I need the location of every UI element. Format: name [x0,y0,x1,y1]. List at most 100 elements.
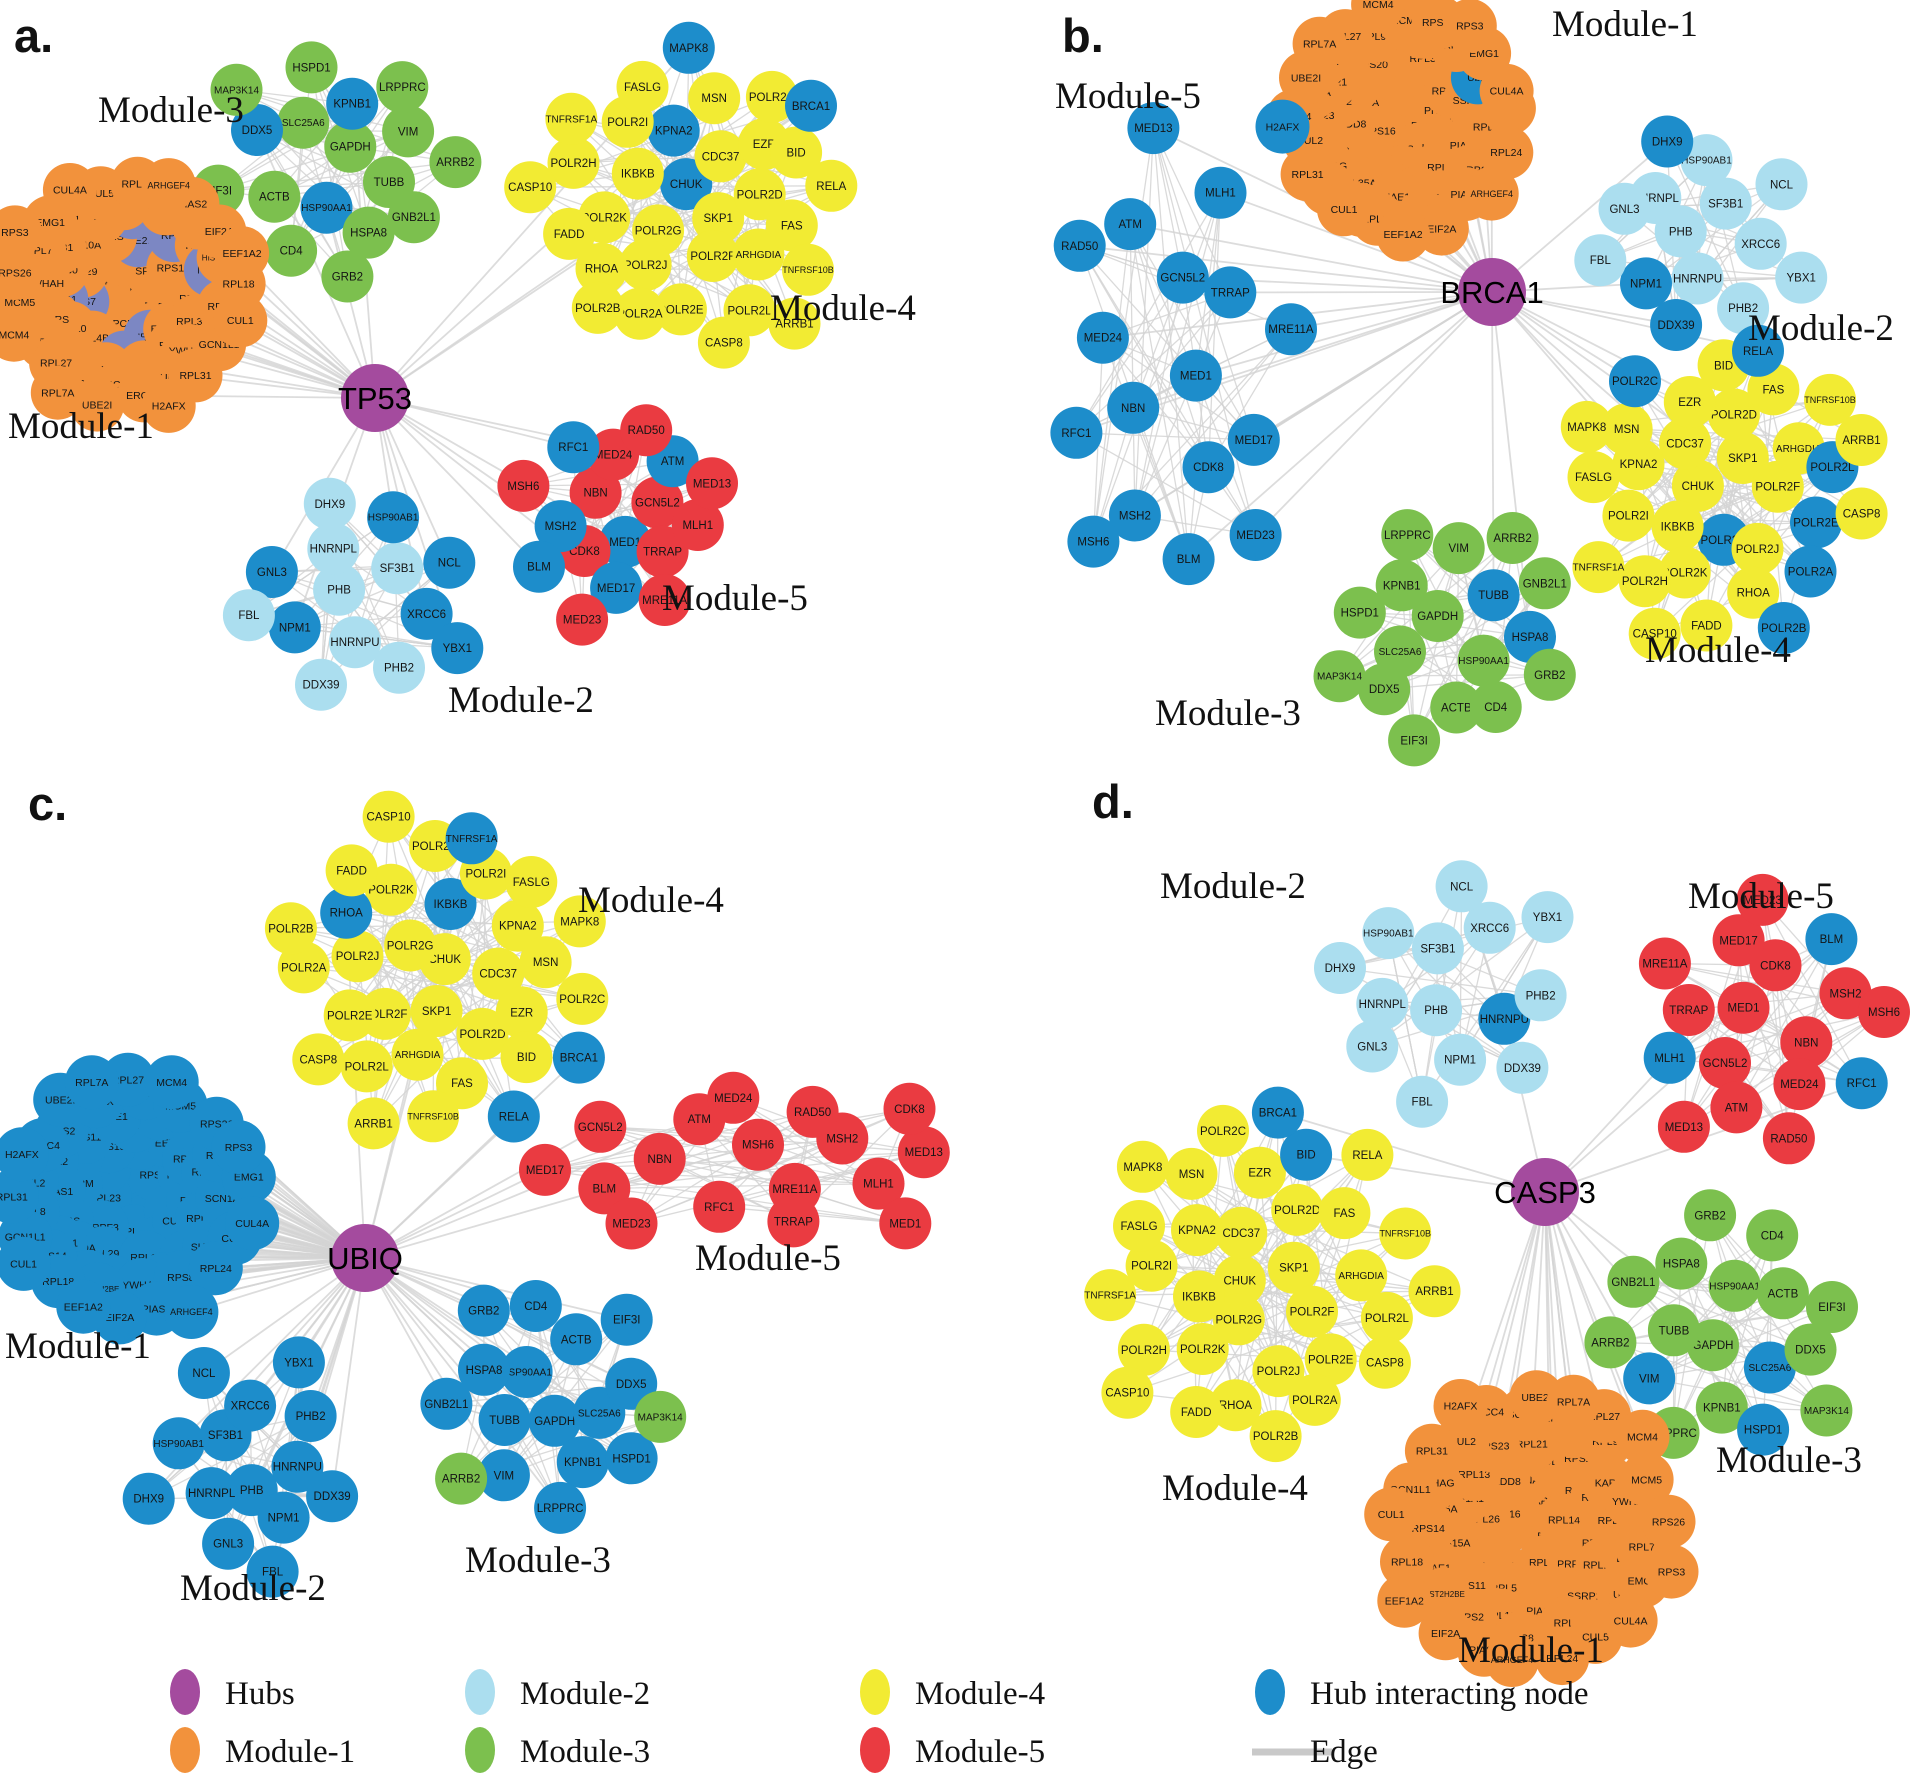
node-ACTB[interactable]: ACTB [248,170,301,223]
node-H2AFX[interactable]: H2AFX [141,378,196,433]
node-POLR2G[interactable]: POLR2G [1212,1293,1265,1346]
node-GNB2L1[interactable]: GNB2L1 [387,191,440,244]
node-circle[interactable] [1204,266,1257,319]
node-circle[interactable] [1732,324,1784,377]
node-circle[interactable] [177,1347,230,1399]
node-TUBB[interactable]: TUBB [1647,1304,1700,1357]
node-CASP10[interactable]: CASP10 [504,161,557,214]
node-CASP10[interactable]: CASP10 [362,790,415,843]
node-EIF2A[interactable]: EIF2A [1418,1606,1473,1661]
node-circle[interactable] [692,192,745,245]
node-circle[interactable] [1523,648,1576,701]
node-circle[interactable] [30,365,85,420]
node-circle[interactable] [331,930,384,983]
node-H2AFX[interactable]: H2AFX [1433,1379,1488,1433]
node-circle[interactable] [1659,417,1712,470]
node-circle[interactable] [0,1127,49,1182]
node-KPNA2[interactable]: KPNA2 [491,899,544,952]
node-circle[interactable] [1638,937,1691,990]
node-circle[interactable] [1736,873,1789,926]
node-FADD[interactable]: FADD [543,207,596,260]
node-circle[interactable] [0,1169,39,1224]
node-circle[interactable] [1663,376,1716,428]
node-POLR2F[interactable]: POLR2F [1286,1285,1338,1338]
node-GCN5L2[interactable]: GCN5L2 [631,476,684,529]
node-circle[interactable] [509,1280,562,1332]
node-circle[interactable] [202,1517,255,1570]
node-circle[interactable] [423,536,476,589]
node-RAD50[interactable]: RAD50 [786,1085,839,1138]
node-circle[interactable] [1194,166,1247,219]
hub-BRCA1[interactable]: BRCA1 [1440,258,1544,326]
hub-circle[interactable] [1458,258,1526,326]
node-ARRB2[interactable]: ARRB2 [435,1452,488,1505]
node-circle[interactable] [631,476,684,529]
node-circle[interactable] [1773,1058,1826,1111]
node-circle[interactable] [225,1196,280,1251]
node-RPS26[interactable]: RPS26 [0,246,42,300]
node-CHUK[interactable]: CHUK [1671,459,1724,512]
node-circle[interactable] [638,574,691,626]
node-circle[interactable] [1271,1183,1324,1236]
node-circle[interactable] [1376,207,1430,262]
node-IKBKB[interactable]: IKBKB [611,147,664,200]
node-HSP90AB1[interactable]: HSP90AB1 [152,1417,205,1470]
node-circle[interactable] [1518,557,1571,610]
node-FBL[interactable]: FBL [246,1545,299,1598]
node-POLR2H[interactable]: POLR2H [547,136,600,189]
node-MED24[interactable]: MED24 [707,1071,760,1124]
node-KPNB1[interactable]: KPNB1 [326,77,379,130]
node-circle[interactable] [472,947,525,1000]
node-circle[interactable] [556,1436,609,1489]
node-YBX1[interactable]: YBX1 [1775,251,1828,304]
node-circle[interactable] [1662,984,1715,1036]
node-YBX1[interactable]: YBX1 [431,622,484,675]
node-circle[interactable] [320,886,373,939]
node-circle[interactable] [550,1313,603,1366]
node-circle[interactable] [1618,555,1671,608]
node-circle[interactable] [1806,1281,1858,1333]
node-circle[interactable] [1173,1270,1225,1323]
node-SLC25A6[interactable]: SLC25A6 [1743,1341,1796,1394]
node-ARRB2[interactable]: ARRB2 [1584,1316,1637,1369]
node-circle[interactable] [1805,913,1858,966]
node-circle[interactable] [782,243,834,296]
node-RAD50[interactable]: RAD50 [1053,219,1106,272]
node-circle[interactable] [897,1126,950,1179]
node-circle[interactable] [122,1472,175,1525]
node-RPL7A[interactable]: RPL7A [64,1055,119,1110]
node-MCM4[interactable]: MCM4 [0,307,41,362]
node-circle[interactable] [277,941,330,994]
node-circle[interactable] [1603,1593,1658,1648]
node-MED1[interactable]: MED1 [1169,349,1222,402]
node-POLR2D[interactable]: POLR2D [456,1007,509,1060]
node-HNRNPL[interactable]: HNRNPL [307,522,360,575]
node-NBN[interactable]: NBN [633,1132,686,1185]
node-circle[interactable] [1233,1146,1286,1199]
node-TNFRSF10B[interactable]: TNFRSF10B [1379,1207,1432,1260]
node-circle[interactable] [1380,1534,1434,1589]
node-HSP90AB1[interactable]: HSP90AB1 [1680,134,1733,187]
node-CD4[interactable]: CD4 [1746,1209,1799,1262]
node-FASLG[interactable]: FASLG [505,856,558,908]
node-EIF3I[interactable]: EIF3I [600,1293,653,1346]
node-FAS[interactable]: FAS [765,199,818,252]
node-MED17[interactable]: MED17 [1712,914,1765,967]
node-MED1[interactable]: MED1 [1717,981,1770,1034]
node-circle[interactable] [552,1031,605,1084]
node-circle[interactable] [1176,1323,1229,1375]
node-SKP1[interactable]: SKP1 [1716,432,1769,484]
hub-UBIQ[interactable]: UBIQ [327,1224,403,1292]
node-DHX9[interactable]: DHX9 [122,1472,175,1525]
node-MED17[interactable]: MED17 [1227,413,1280,466]
node-circle[interactable] [1356,977,1409,1030]
node-GCN5L2[interactable]: GCN5L2 [1156,251,1209,304]
node-BLM[interactable]: BLM [1805,913,1858,966]
node-circle[interactable] [1162,533,1215,586]
node-RPL18[interactable]: RPL18 [1380,1534,1434,1589]
node-circle[interactable] [1602,489,1655,542]
node-NBN[interactable]: NBN [1780,1016,1833,1069]
node-circle[interactable] [1358,663,1411,716]
node-circle[interactable] [636,525,689,578]
node-BID[interactable]: BID [1280,1128,1333,1181]
